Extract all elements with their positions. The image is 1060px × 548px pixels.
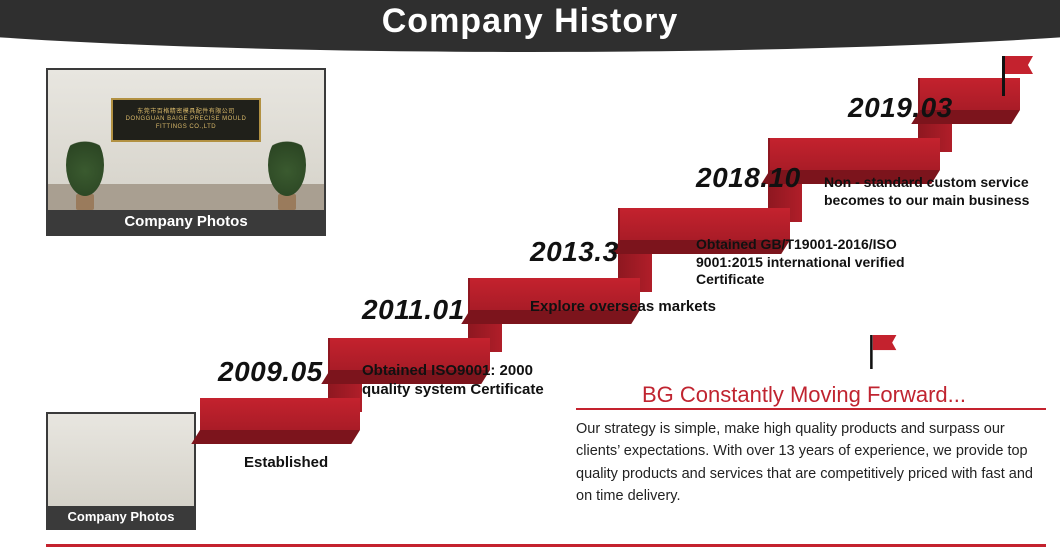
company-sign-cn: 东莞市百格精密模具配件有限公司 — [137, 109, 235, 115]
milestone-date: 2018.10 — [696, 162, 801, 194]
milestone-text: Explore overseas markets — [530, 298, 720, 317]
closing-tagline: BG Constantly Moving Forward... — [642, 382, 966, 408]
company-photo-card-2: Company Photos — [46, 412, 196, 530]
milestone-date: 2013.3 — [530, 236, 619, 268]
bottom-divider — [46, 544, 1046, 547]
milestone-date: 2019.03 — [848, 92, 953, 124]
divider-line — [576, 408, 1046, 410]
plant-icon — [268, 132, 306, 210]
header: Company History — [0, 0, 1060, 52]
milestone-text: Obtained ISO9001: 2000 quality system Ce… — [362, 362, 572, 400]
stair-step — [200, 398, 360, 430]
milestone-text: Obtained GB/T19001-2016/ISO 9001:2015 in… — [696, 236, 966, 289]
company-photo-card-1: 东莞市百格精密模具配件有限公司 DONGGUAN BAIGE PRECISE M… — [46, 68, 326, 236]
milestone-date: 2009.05 — [218, 356, 323, 388]
plant-icon — [66, 132, 104, 210]
company-photo-2 — [48, 414, 194, 506]
company-photo-1: 东莞市百格精密模具配件有限公司 DONGGUAN BAIGE PRECISE M… — [48, 70, 324, 210]
milestone-text: Non - standard custom service becomes to… — [824, 174, 1054, 209]
milestone-date: 2011.01 — [362, 294, 465, 326]
flag-icon — [1002, 56, 1030, 96]
flag-icon — [870, 335, 894, 369]
milestone-text: Established — [244, 454, 328, 473]
page-title: Company History — [382, 2, 679, 41]
company-sign: 东莞市百格精密模具配件有限公司 DONGGUAN BAIGE PRECISE M… — [111, 98, 261, 142]
company-sign-en: DONGGUAN BAIGE PRECISE MOULD FITTINGS CO… — [126, 116, 247, 129]
photo-caption: Company Photos — [48, 210, 324, 234]
photo-caption: Company Photos — [48, 506, 194, 528]
closing-strategy: Our strategy is simple, make high qualit… — [576, 418, 1046, 508]
